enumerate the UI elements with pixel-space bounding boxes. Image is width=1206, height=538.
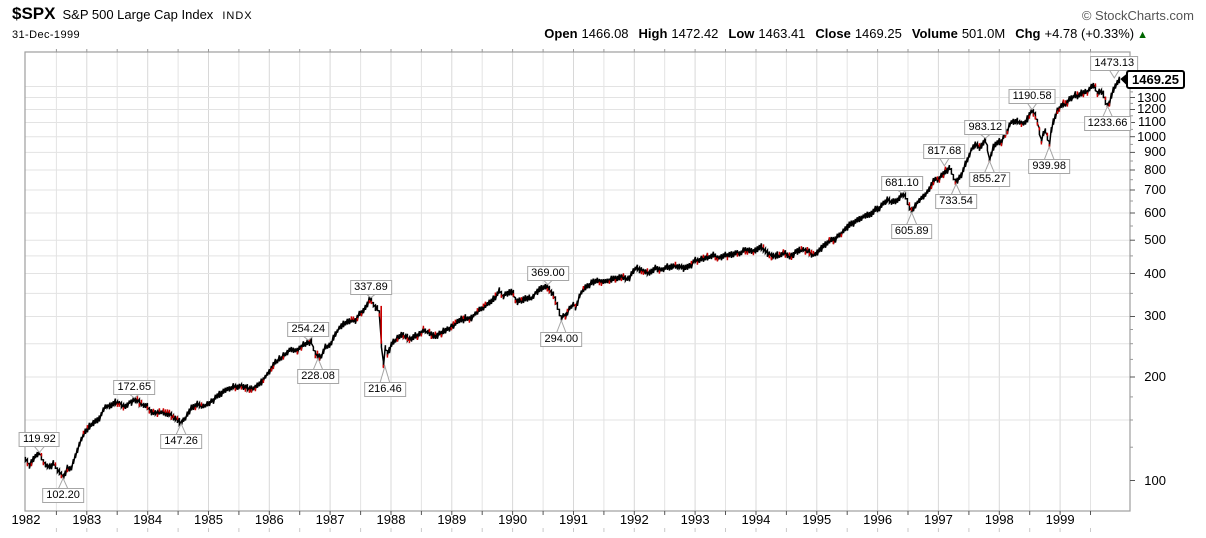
quote-value-open: 1466.08 xyxy=(581,26,629,41)
x-axis-year-label: 1997 xyxy=(923,512,953,527)
quote-label-volume: Volume xyxy=(911,26,958,41)
x-axis-year-label: 1990 xyxy=(498,512,528,527)
quote-label-high: High xyxy=(638,26,668,41)
y-axis-price-label: 500 xyxy=(1144,232,1166,248)
quote-value-high: 1472.42 xyxy=(671,26,719,41)
x-axis-year-label: 1994 xyxy=(741,512,771,527)
x-axis-year-label: 1993 xyxy=(680,512,710,527)
down-day-marks xyxy=(26,83,1111,479)
price-annotation: 228.08 xyxy=(297,369,339,385)
quote-value-low: 1463.41 xyxy=(758,26,806,41)
price-annotation: 817.68 xyxy=(923,143,966,159)
price-annotation: 605.89 xyxy=(890,223,933,239)
quote-value-close: 1469.25 xyxy=(854,26,902,41)
ticker-symbol: $SPX xyxy=(12,4,56,23)
y-axis-price-label: 400 xyxy=(1144,265,1166,281)
x-axis-year-label: 1986 xyxy=(254,512,284,527)
quote-date: 31-Dec-1999 xyxy=(12,29,80,41)
x-axis-year-label: 1991 xyxy=(559,512,588,527)
price-annotation: 254.24 xyxy=(287,322,330,338)
y-axis-price-label: 1200 xyxy=(1137,101,1166,117)
y-axis-price-label: 1300 xyxy=(1137,89,1166,105)
quote-label-low: Low xyxy=(728,26,755,41)
x-axis-year-label: 1982 xyxy=(11,512,41,527)
x-axis-year-label: 1995 xyxy=(802,512,832,527)
x-axis-year-label: 1987 xyxy=(315,512,345,527)
plot-border xyxy=(24,51,1131,512)
price-annotation: 337.89 xyxy=(350,279,392,295)
y-axis-price-label: 700 xyxy=(1144,181,1166,197)
ohlc-quote-bar: Open 1466.08 High 1472.42 Low 1463.41 Close 146… xyxy=(534,26,1148,41)
price-annotation: 102.20 xyxy=(42,488,84,504)
annotation-pointer xyxy=(379,364,391,384)
price-annotation: 1473.13 xyxy=(1090,55,1139,71)
price-annotation: 1190.58 xyxy=(1008,88,1056,104)
price-annotation: 1233.66 xyxy=(1083,116,1132,132)
y-axis-price-label: 1100 xyxy=(1138,114,1166,130)
price-annotation: 855.27 xyxy=(968,172,1011,188)
x-axis-year-label: 1985 xyxy=(194,512,223,527)
price-annotation: 939.98 xyxy=(1028,158,1070,174)
annotation-pointer xyxy=(1043,145,1055,161)
exchange-label: INDX xyxy=(222,10,253,22)
quote-label-close: Close xyxy=(815,26,851,41)
quote-label-open: Open xyxy=(544,26,578,41)
price-annotation: 681.10 xyxy=(881,176,923,192)
quote-value-volume: 501.0M xyxy=(961,26,1006,41)
annotation-pointer xyxy=(1108,69,1121,79)
price-annotation: 147.26 xyxy=(160,433,202,449)
price-annotation: 216.46 xyxy=(364,382,406,398)
y-axis-price-label: 600 xyxy=(1144,204,1166,220)
x-axis-year-label: 1992 xyxy=(619,512,649,527)
y-axis-price-label: 900 xyxy=(1144,144,1166,160)
y-axis-price-label: 800 xyxy=(1144,162,1166,178)
price-annotation: 733.54 xyxy=(935,193,977,209)
x-axis-year-label: 1984 xyxy=(133,512,163,527)
y-axis-price-label: 1000 xyxy=(1137,128,1166,144)
header-title: $SPX S&P 500 Large Cap Index INDX xyxy=(12,4,253,24)
price-annotation: 119.92 xyxy=(18,432,60,448)
x-axis-year-label: 1996 xyxy=(863,512,893,527)
x-axis-year-label: 1983 xyxy=(72,512,102,527)
stockcharts-copyright: © StockCharts.com xyxy=(1081,8,1194,23)
price-annotation: 983.12 xyxy=(964,120,1007,136)
x-axis-year-label: 1989 xyxy=(437,512,467,527)
x-axis-year-label: 1988 xyxy=(376,512,406,527)
x-axis-year-label: 1999 xyxy=(1045,512,1075,527)
y-axis-price-label: 200 xyxy=(1144,369,1166,384)
price-annotation: 294.00 xyxy=(540,332,583,348)
last-price-pointer xyxy=(1120,73,1127,86)
quote-value-chg: +4.78 (+0.33%) xyxy=(1044,26,1135,41)
y-axis-price-label: 300 xyxy=(1144,308,1166,324)
change-up-arrow-icon: ▲ xyxy=(1137,29,1148,41)
price-annotation: 369.00 xyxy=(527,265,569,281)
x-axis-year-label: 1998 xyxy=(984,512,1014,527)
index-name: S&P 500 Large Cap Index xyxy=(62,7,214,22)
annotation-pointer xyxy=(1026,102,1039,111)
quote-label-chg: Chg xyxy=(1015,26,1041,41)
y-axis-price-label: 100 xyxy=(1144,472,1166,488)
price-annotation: 172.65 xyxy=(113,379,156,395)
annotation-pointer xyxy=(938,157,951,167)
last-price-box: 1469.25 xyxy=(1126,70,1185,89)
